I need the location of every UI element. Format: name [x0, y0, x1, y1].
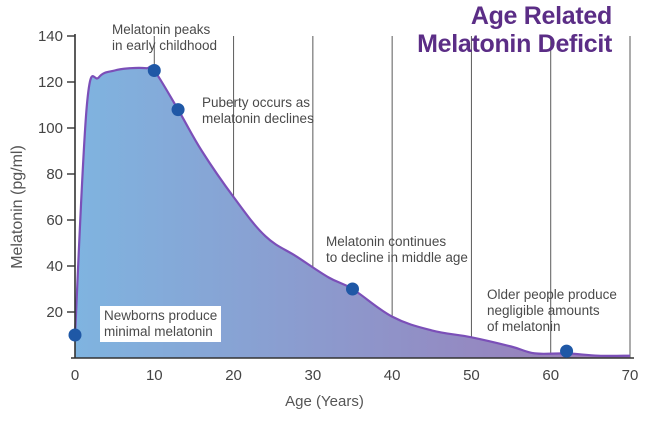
x-tick-label-60: 60: [542, 367, 559, 384]
data-point-4: [560, 344, 574, 358]
y-tick-label-100: 100: [38, 120, 63, 137]
annotation-middle-age: Melatonin continues to decline in middle …: [326, 234, 468, 265]
annotation-peak: Melatonin peaks in early childhood: [112, 22, 218, 53]
y-tick-label-60: 60: [46, 212, 63, 229]
x-tick-label-20: 20: [225, 367, 242, 384]
x-tick-label-70: 70: [622, 367, 639, 384]
annotation-older: Older people produce negligible amounts of…: [487, 287, 617, 334]
x-tick-label-30: 30: [305, 367, 322, 384]
y-tick-label-20: 20: [46, 304, 63, 321]
data-point-2: [171, 103, 185, 117]
melatonin-area: [75, 66, 630, 358]
y-tick-label-40: 40: [46, 258, 63, 275]
data-point-0: [68, 328, 82, 342]
chart-title-line-2: Melatonin Deficit: [417, 30, 612, 58]
x-tick-label-0: 0: [71, 367, 79, 384]
melatonin-curve-line: [73, 65, 631, 357]
x-tick-label-10: 10: [146, 367, 163, 384]
data-points: [68, 64, 574, 358]
chart-title-line-1: Age Related: [470, 2, 612, 30]
annotation-newborns: Newborns produce minimal melatonin: [100, 306, 222, 342]
x-tick-label-50: 50: [463, 367, 480, 384]
axes: 20 40 60 80 100 120 140 0 10 20 30 40 50 60 70 Age (Yea…: [9, 28, 638, 410]
x-tick-label-40: 40: [384, 367, 401, 384]
y-tick-label-80: 80: [46, 166, 63, 183]
y-tick-label-140: 140: [38, 28, 63, 45]
x-axis-label: Age (Years): [285, 393, 364, 410]
y-tick-label-120: 120: [38, 74, 63, 91]
grid-lines: [153, 36, 631, 358]
annotation-puberty: Puberty occurs as melatonin declines: [202, 95, 314, 126]
data-point-3: [346, 282, 359, 296]
data-point-1: [147, 64, 161, 77]
y-axis-label: Melatonin (pg/ml): [9, 145, 26, 269]
